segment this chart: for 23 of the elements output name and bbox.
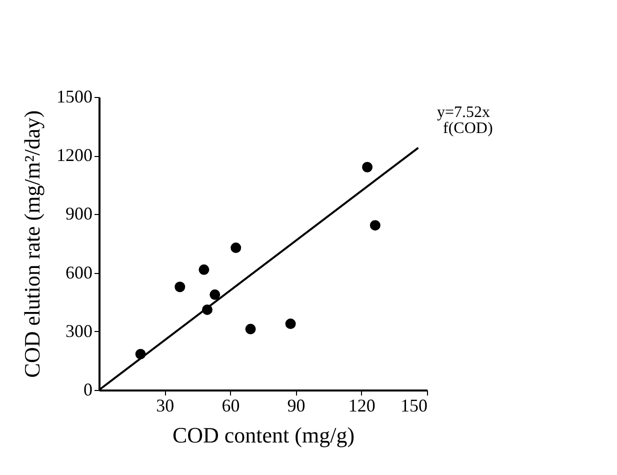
x-axis-title: COD content (mg/g)	[172, 422, 355, 448]
text: f(COD)	[443, 120, 493, 137]
y-tick-label: 600	[66, 262, 92, 282]
point	[174, 282, 186, 292]
y-axis-title: COD elution rate (mg/m²/day)	[20, 110, 44, 378]
text: y=7.52x	[437, 104, 490, 121]
y-tick-label: 1500	[56, 86, 92, 106]
point	[245, 324, 256, 334]
x-tick-label: 90	[287, 396, 306, 416]
y-tick-label: 900	[66, 204, 92, 224]
x-tick-label: 150	[400, 396, 428, 416]
y-tick-label: 1200	[56, 145, 92, 166]
point	[362, 162, 373, 172]
point	[210, 289, 220, 300]
x-tick-label: 60	[222, 396, 240, 416]
point	[285, 318, 296, 330]
x-tick-label: 120	[348, 396, 376, 416]
x-tick-label: 30	[156, 396, 174, 416]
y-tick-label: 300	[66, 320, 92, 341]
y-tick-label: 0	[84, 380, 92, 400]
point	[370, 220, 380, 231]
point	[198, 264, 210, 275]
point	[230, 242, 242, 254]
